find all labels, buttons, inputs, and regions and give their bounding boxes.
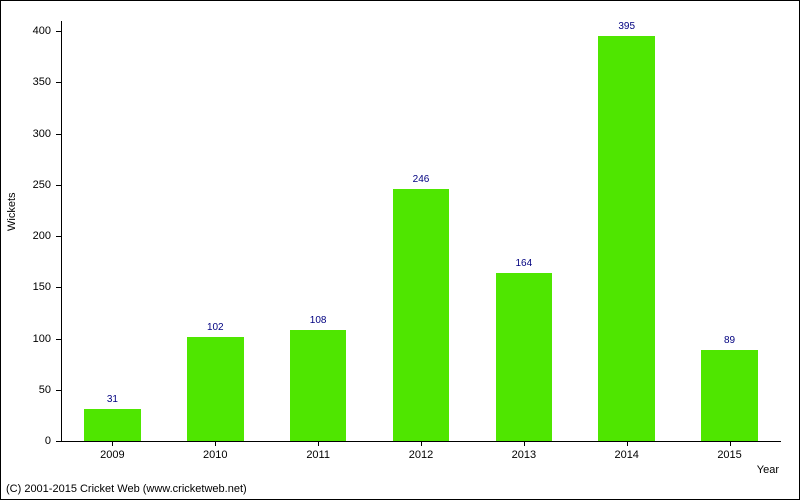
y-tick	[56, 287, 61, 288]
x-tick	[112, 441, 113, 446]
bar	[598, 36, 655, 441]
y-tick	[56, 82, 61, 83]
x-tick	[627, 441, 628, 446]
y-tick	[56, 339, 61, 340]
bar-value-label: 102	[185, 322, 245, 333]
y-tick-label: 200	[21, 230, 51, 242]
x-axis-title: Year	[757, 464, 779, 476]
bar-value-label: 395	[597, 21, 657, 32]
bar-value-label: 108	[288, 315, 348, 326]
copyright-text: (C) 2001-2015 Cricket Web (www.cricketwe…	[6, 483, 247, 495]
bar	[701, 350, 758, 441]
bar-value-label: 89	[700, 335, 760, 346]
x-tick-label: 2011	[288, 449, 348, 461]
y-tick	[56, 441, 61, 442]
x-tick-label: 2012	[391, 449, 451, 461]
y-tick	[56, 31, 61, 32]
y-tick-label: 100	[21, 333, 51, 345]
y-tick-label: 300	[21, 128, 51, 140]
y-tick-label: 0	[21, 435, 51, 447]
x-tick-label: 2009	[82, 449, 142, 461]
x-tick	[318, 441, 319, 446]
x-tick-label: 2015	[700, 449, 760, 461]
y-axis-title: Wickets	[6, 193, 18, 232]
chart-container: Wickets Year (C) 2001-2015 Cricket Web (…	[0, 0, 800, 500]
bar	[290, 330, 347, 441]
x-tick-label: 2013	[494, 449, 554, 461]
x-tick-label: 2014	[597, 449, 657, 461]
y-tick	[56, 185, 61, 186]
y-tick	[56, 236, 61, 237]
y-tick-label: 250	[21, 179, 51, 191]
x-tick	[421, 441, 422, 446]
x-tick	[524, 441, 525, 446]
x-tick	[730, 441, 731, 446]
x-tick	[215, 441, 216, 446]
y-tick-label: 150	[21, 281, 51, 293]
bar	[187, 337, 244, 441]
bar-value-label: 164	[494, 258, 554, 269]
y-tick-label: 50	[21, 384, 51, 396]
x-tick-label: 2010	[185, 449, 245, 461]
y-tick	[56, 390, 61, 391]
y-tick	[56, 134, 61, 135]
bar	[393, 189, 450, 441]
bar	[84, 409, 141, 441]
bar-value-label: 31	[82, 394, 142, 405]
bar-value-label: 246	[391, 174, 451, 185]
bar	[496, 273, 553, 441]
y-tick-label: 350	[21, 76, 51, 88]
y-tick-label: 400	[21, 25, 51, 37]
plot-area	[61, 21, 781, 441]
